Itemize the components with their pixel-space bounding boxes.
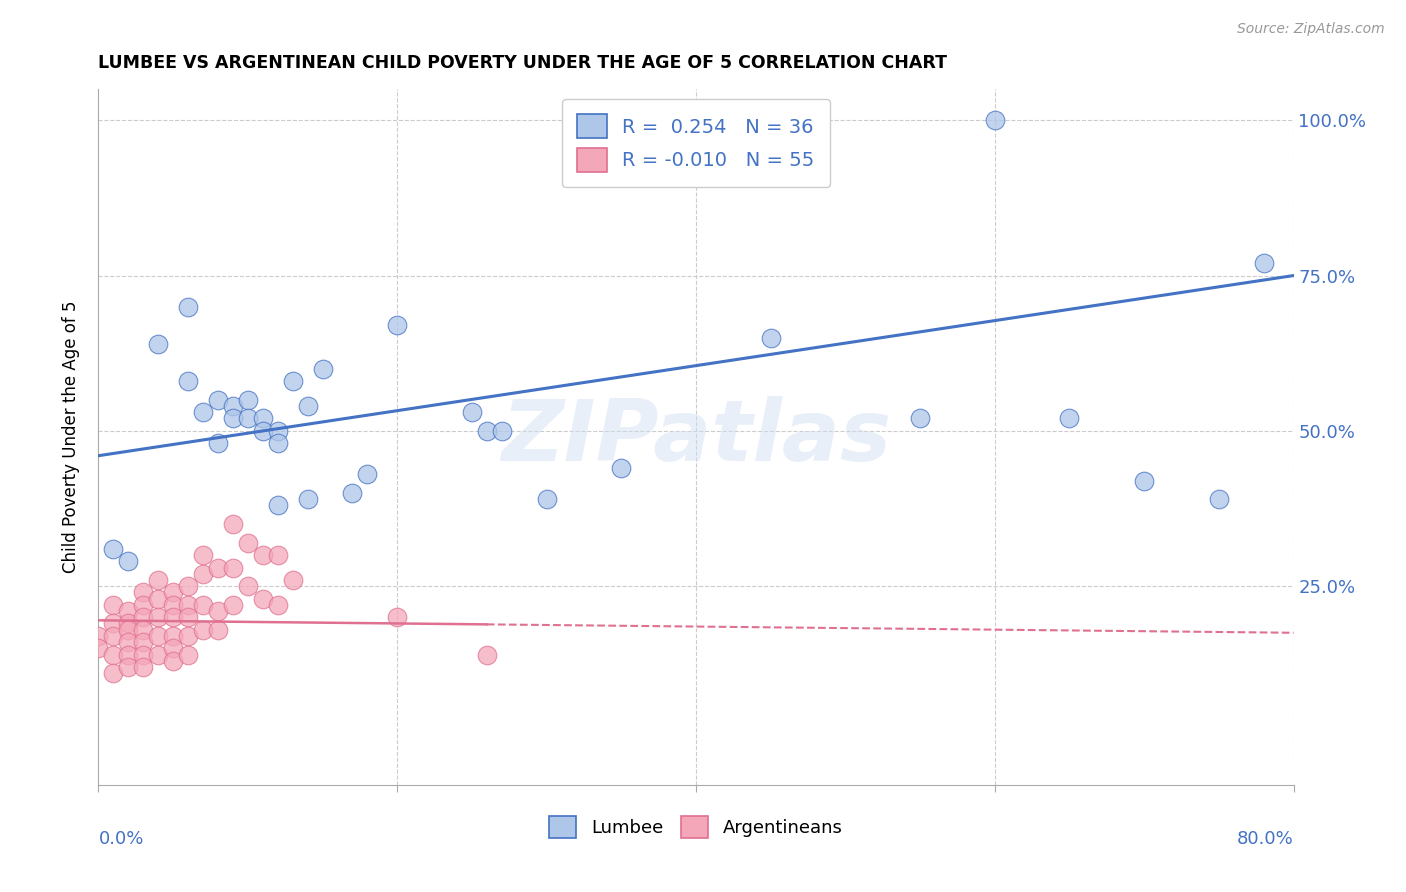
Point (475, 424, 498, 438)
Point (475, 648, 498, 662)
Point (87, 641, 110, 656)
Point (177, 300, 200, 314)
Point (236, 579, 259, 593)
Point (103, 541, 125, 556)
Point (148, 648, 170, 662)
Point (103, 666, 125, 681)
Point (1133, 474, 1156, 488)
Point (385, 318, 409, 333)
Point (207, 392, 229, 407)
Point (222, 411, 245, 425)
Y-axis label: Child Poverty Under the Age of 5: Child Poverty Under the Age of 5 (62, 301, 80, 574)
Point (759, 331, 782, 345)
Point (252, 424, 274, 438)
Point (177, 598, 200, 612)
Point (103, 648, 125, 662)
Point (297, 399, 319, 413)
Point (162, 610, 184, 624)
Point (162, 629, 184, 643)
Point (267, 424, 290, 438)
Point (267, 436, 290, 450)
Point (222, 560, 245, 574)
Point (132, 585, 155, 599)
Point (148, 591, 170, 606)
Point (281, 374, 304, 388)
Point (461, 405, 484, 419)
Point (177, 629, 200, 643)
Point (117, 616, 139, 631)
Point (87, 629, 110, 643)
Point (207, 604, 229, 618)
Point (222, 399, 245, 413)
Point (148, 629, 170, 643)
Point (117, 554, 139, 568)
Point (191, 623, 214, 637)
Point (177, 374, 200, 388)
Point (207, 436, 229, 450)
Point (342, 486, 364, 500)
Point (1059, 411, 1081, 425)
Point (103, 598, 125, 612)
Point (191, 566, 214, 581)
Point (222, 598, 245, 612)
Point (236, 411, 259, 425)
Point (191, 598, 214, 612)
Point (162, 598, 184, 612)
Point (117, 623, 139, 637)
Point (281, 573, 304, 587)
Point (222, 516, 245, 531)
Point (610, 461, 633, 475)
Point (236, 535, 259, 549)
Point (252, 548, 274, 562)
Point (148, 337, 170, 351)
Point (311, 361, 333, 376)
Text: 80.0%: 80.0% (1237, 830, 1294, 848)
Legend: Lumbee, Argentineans: Lumbee, Argentineans (543, 809, 849, 846)
Point (385, 610, 409, 624)
Text: Source: ZipAtlas.com: Source: ZipAtlas.com (1237, 22, 1385, 37)
Point (177, 648, 200, 662)
Point (267, 598, 290, 612)
Text: LUMBEE VS ARGENTINEAN CHILD POVERTY UNDER THE AGE OF 5 CORRELATION CHART: LUMBEE VS ARGENTINEAN CHILD POVERTY UNDE… (98, 54, 948, 72)
Point (297, 492, 319, 507)
Point (236, 392, 259, 407)
Point (162, 654, 184, 668)
Point (252, 411, 274, 425)
Text: 0.0%: 0.0% (98, 830, 143, 848)
Point (148, 610, 170, 624)
Point (162, 641, 184, 656)
Point (908, 411, 931, 425)
Point (103, 616, 125, 631)
Point (177, 610, 200, 624)
Point (267, 499, 290, 513)
Point (536, 492, 558, 507)
Point (491, 424, 513, 438)
Point (148, 573, 170, 587)
Point (252, 591, 274, 606)
Point (132, 623, 155, 637)
Point (132, 660, 155, 674)
Point (207, 623, 229, 637)
Point (356, 467, 378, 482)
Point (984, 113, 1007, 128)
Point (267, 548, 290, 562)
Point (191, 548, 214, 562)
Point (191, 405, 214, 419)
Point (117, 660, 139, 674)
Point (132, 635, 155, 649)
Text: ZIPatlas: ZIPatlas (501, 395, 891, 479)
Point (117, 635, 139, 649)
Point (1208, 492, 1230, 507)
Point (132, 598, 155, 612)
Point (132, 648, 155, 662)
Point (117, 648, 139, 662)
Point (103, 629, 125, 643)
Point (177, 579, 200, 593)
Point (1253, 256, 1275, 270)
Point (132, 610, 155, 624)
Point (117, 604, 139, 618)
Point (162, 585, 184, 599)
Point (207, 560, 229, 574)
